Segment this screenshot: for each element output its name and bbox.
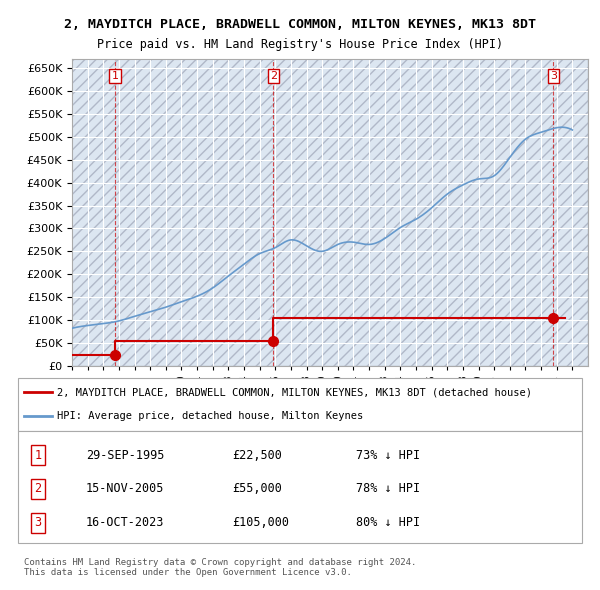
Text: 3: 3 xyxy=(34,516,41,529)
Text: 2: 2 xyxy=(34,483,41,496)
FancyBboxPatch shape xyxy=(18,431,582,543)
Bar xyxy=(72,59,588,366)
Text: 29-SEP-1995: 29-SEP-1995 xyxy=(86,449,164,462)
Text: 1: 1 xyxy=(34,449,41,462)
Text: 2: 2 xyxy=(270,71,277,81)
Text: Price paid vs. HM Land Registry's House Price Index (HPI): Price paid vs. HM Land Registry's House … xyxy=(97,38,503,51)
Text: £22,500: £22,500 xyxy=(232,449,282,462)
Text: 16-OCT-2023: 16-OCT-2023 xyxy=(86,516,164,529)
Text: 3: 3 xyxy=(550,71,557,81)
Text: 78% ↓ HPI: 78% ↓ HPI xyxy=(356,483,421,496)
Text: £55,000: £55,000 xyxy=(232,483,282,496)
Text: 2, MAYDITCH PLACE, BRADWELL COMMON, MILTON KEYNES, MK13 8DT: 2, MAYDITCH PLACE, BRADWELL COMMON, MILT… xyxy=(64,18,536,31)
Text: £105,000: £105,000 xyxy=(232,516,289,529)
Text: 2, MAYDITCH PLACE, BRADWELL COMMON, MILTON KEYNES, MK13 8DT (detached house): 2, MAYDITCH PLACE, BRADWELL COMMON, MILT… xyxy=(58,388,532,398)
Text: 1: 1 xyxy=(112,71,119,81)
Text: 15-NOV-2005: 15-NOV-2005 xyxy=(86,483,164,496)
Text: 80% ↓ HPI: 80% ↓ HPI xyxy=(356,516,421,529)
Text: Contains HM Land Registry data © Crown copyright and database right 2024.
This d: Contains HM Land Registry data © Crown c… xyxy=(24,558,416,577)
FancyBboxPatch shape xyxy=(18,378,582,431)
Text: HPI: Average price, detached house, Milton Keynes: HPI: Average price, detached house, Milt… xyxy=(58,411,364,421)
Text: 73% ↓ HPI: 73% ↓ HPI xyxy=(356,449,421,462)
